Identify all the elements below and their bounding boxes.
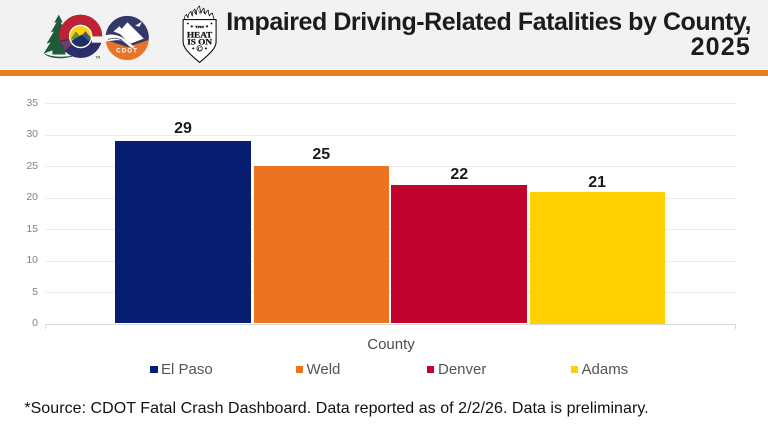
svg-text:THE: THE — [195, 25, 205, 29]
svg-text:IS ON: IS ON — [187, 38, 212, 47]
svg-text:C: C — [198, 47, 202, 52]
svg-text:HEAT: HEAT — [187, 30, 213, 39]
svg-text:CDOT: CDOT — [116, 47, 138, 54]
svg-text:TM: TM — [96, 56, 101, 60]
